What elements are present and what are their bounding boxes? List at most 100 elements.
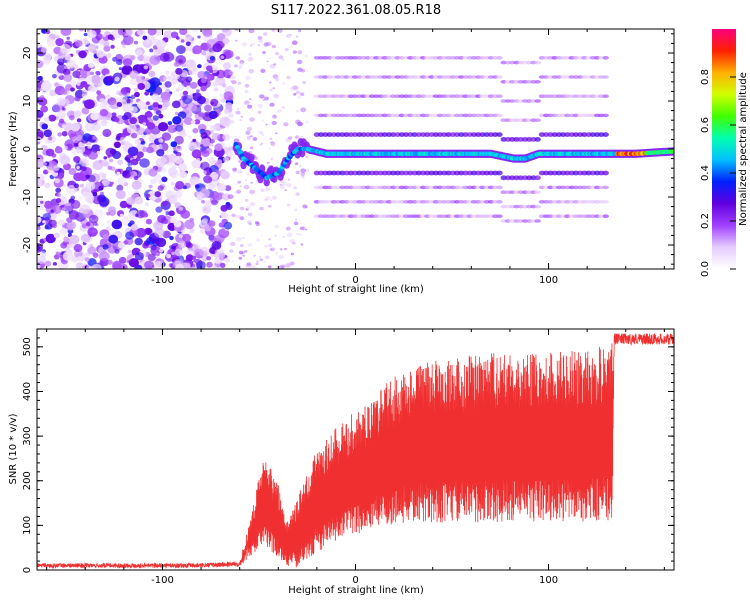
- noise-blob: [300, 107, 307, 113]
- noise-blob: [148, 70, 156, 78]
- noise-blob: [295, 110, 299, 113]
- noise-blob: [37, 255, 47, 264]
- noise-blob: [149, 48, 154, 53]
- noise-blob: [137, 54, 145, 62]
- noise-blob: [270, 157, 274, 160]
- noise-blob: [59, 118, 65, 124]
- noise-blob: [293, 186, 297, 190]
- noise-blob: [149, 55, 161, 66]
- noise-blob: [238, 256, 243, 260]
- noise-blob: [281, 181, 287, 187]
- noise-blob: [122, 58, 133, 67]
- noise-blob: [73, 172, 83, 182]
- side-band-blob: [534, 190, 541, 194]
- y-tick-label: 500: [22, 337, 33, 356]
- noise-blob: [68, 115, 75, 121]
- noise-blob: [286, 183, 292, 188]
- y-tick-label: 0: [22, 146, 33, 152]
- noise-blob: [78, 29, 84, 32]
- noise-blob: [106, 211, 111, 216]
- noise-blob: [216, 103, 221, 107]
- noise-blob: [143, 212, 149, 218]
- noise-blob: [224, 257, 231, 263]
- noise-blob: [275, 132, 278, 135]
- noise-blob: [230, 203, 233, 206]
- side-band-blob: [496, 214, 503, 218]
- noise-blob: [300, 69, 306, 73]
- noise-blob: [43, 162, 47, 166]
- noise-blob: [87, 150, 98, 160]
- y-tick-label: 200: [22, 471, 33, 490]
- noise-blob: [70, 87, 75, 92]
- noise-blob: [159, 195, 164, 200]
- noise-blob: [268, 243, 273, 248]
- noise-blob: [60, 242, 68, 249]
- noise-blob: [172, 146, 177, 150]
- noise-blob: [200, 161, 210, 171]
- noise-blob: [256, 238, 261, 242]
- side-band-blob: [534, 137, 541, 142]
- noise-blob: [129, 78, 137, 86]
- noise-blob: [115, 189, 126, 200]
- noise-blob: [146, 101, 150, 105]
- noise-blob: [136, 210, 146, 219]
- noise-blob: [239, 118, 242, 122]
- noise-blob: [204, 200, 213, 208]
- noise-blob: [157, 104, 163, 109]
- noise-blob: [59, 48, 64, 53]
- noise-blob: [159, 157, 167, 165]
- noise-blob: [76, 165, 80, 170]
- noise-blob: [175, 263, 185, 269]
- noise-blob: [174, 248, 184, 257]
- noise-blob: [178, 234, 184, 239]
- noise-blob: [278, 29, 283, 33]
- noise-blob: [222, 62, 231, 70]
- noise-blob: [292, 241, 296, 245]
- noise-blob: [181, 63, 186, 68]
- noise-blob: [221, 83, 227, 88]
- noise-blob: [81, 89, 88, 96]
- noise-blob: [263, 32, 268, 36]
- noise-blob: [219, 116, 231, 127]
- noise-blob: [204, 104, 212, 112]
- noise-blob: [244, 89, 249, 94]
- noise-blob: [54, 82, 60, 88]
- noise-blob: [179, 170, 188, 179]
- noise-blob: [298, 165, 302, 168]
- noise-blob: [301, 175, 305, 178]
- noise-blob: [220, 212, 228, 219]
- noise-blob: [244, 83, 250, 88]
- noise-blob: [129, 117, 138, 125]
- noise-blob: [238, 65, 243, 69]
- noise-blob: [56, 110, 66, 119]
- noise-blob: [109, 183, 113, 187]
- noise-blob: [226, 150, 234, 158]
- snr-series: [37, 333, 674, 570]
- colorbar-tick-label: 0.4: [700, 165, 711, 181]
- side-band-blob: [534, 60, 541, 65]
- noise-blob: [210, 250, 215, 254]
- noise-blob: [138, 105, 144, 111]
- spectrogram-heatmap: [37, 29, 674, 269]
- y-tick-label: 300: [22, 427, 33, 446]
- noise-blob: [259, 258, 264, 262]
- noise-blob: [55, 38, 64, 47]
- noise-blob: [109, 100, 120, 110]
- noise-blob: [60, 88, 68, 95]
- noise-blob: [107, 34, 114, 40]
- noise-blob: [273, 63, 277, 66]
- noise-blob: [246, 173, 250, 176]
- noise-blob: [267, 204, 272, 208]
- noise-blob: [253, 254, 256, 257]
- noise-blob: [58, 219, 65, 226]
- noise-blob: [123, 112, 132, 120]
- noise-blob: [40, 200, 44, 204]
- noise-blob: [154, 227, 165, 238]
- noise-blob: [255, 221, 259, 225]
- noise-blob: [114, 76, 120, 82]
- noise-blob: [262, 98, 266, 102]
- noise-blob: [217, 183, 227, 192]
- noise-blob: [52, 262, 58, 266]
